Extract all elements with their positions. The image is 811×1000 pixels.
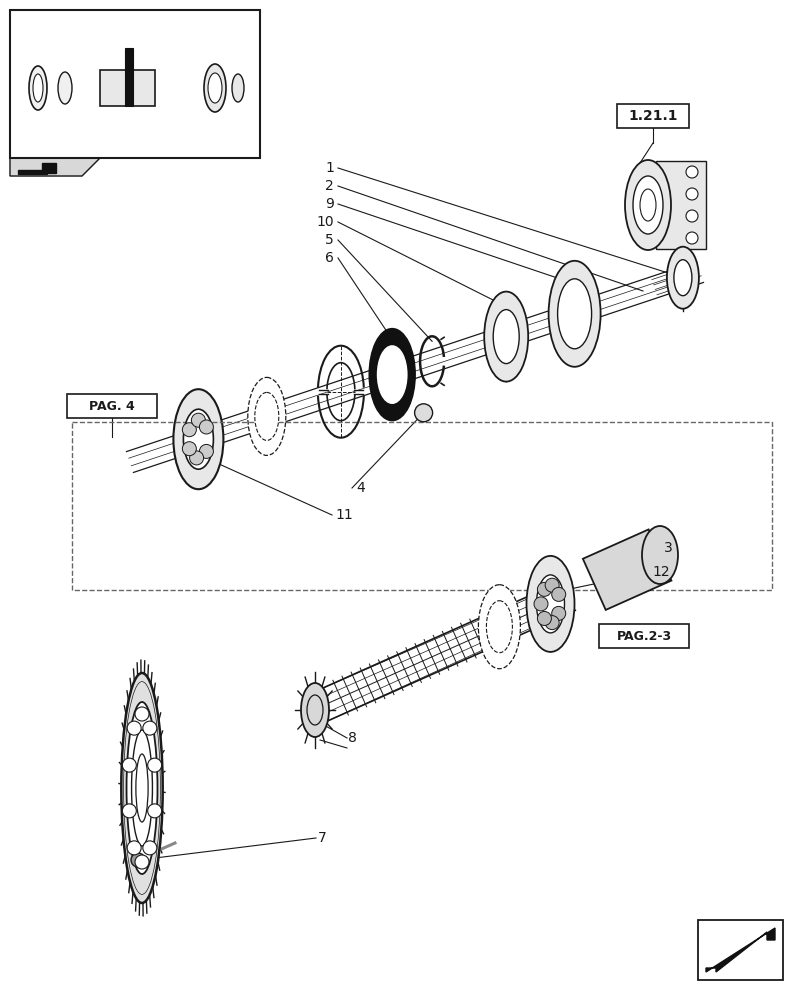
Text: 9: 9 xyxy=(324,197,333,211)
Ellipse shape xyxy=(548,261,600,367)
Circle shape xyxy=(135,707,148,721)
Text: 3: 3 xyxy=(663,541,672,555)
Polygon shape xyxy=(10,158,100,176)
Text: PAG. 4: PAG. 4 xyxy=(89,399,135,412)
Circle shape xyxy=(182,423,196,437)
Circle shape xyxy=(148,804,161,818)
Bar xyxy=(125,48,133,106)
Ellipse shape xyxy=(135,754,148,822)
Ellipse shape xyxy=(247,377,285,455)
Text: 8: 8 xyxy=(348,731,357,745)
Ellipse shape xyxy=(174,389,223,489)
Circle shape xyxy=(537,611,551,625)
Circle shape xyxy=(182,442,196,456)
Ellipse shape xyxy=(642,526,677,584)
Circle shape xyxy=(127,841,141,855)
FancyBboxPatch shape xyxy=(616,104,689,128)
Circle shape xyxy=(685,210,697,222)
Circle shape xyxy=(191,413,205,427)
Ellipse shape xyxy=(536,575,564,633)
FancyBboxPatch shape xyxy=(599,624,689,648)
Text: 7: 7 xyxy=(318,831,326,845)
Circle shape xyxy=(537,582,551,596)
Bar xyxy=(10,10,260,158)
Circle shape xyxy=(122,804,136,818)
Ellipse shape xyxy=(378,347,406,403)
Text: 2: 2 xyxy=(325,179,333,193)
Ellipse shape xyxy=(478,585,520,669)
Text: PAG.2-3: PAG.2-3 xyxy=(616,630,671,643)
Ellipse shape xyxy=(301,683,328,737)
Ellipse shape xyxy=(624,160,670,250)
Circle shape xyxy=(551,606,565,620)
Ellipse shape xyxy=(370,330,414,420)
Bar xyxy=(72,422,771,590)
Ellipse shape xyxy=(127,702,157,874)
Polygon shape xyxy=(705,928,774,972)
Bar xyxy=(655,161,705,249)
Ellipse shape xyxy=(58,72,72,104)
Circle shape xyxy=(143,721,157,735)
Circle shape xyxy=(544,578,559,592)
Text: 12: 12 xyxy=(651,565,669,579)
Ellipse shape xyxy=(33,74,43,102)
Text: 6: 6 xyxy=(324,251,333,265)
Text: 11: 11 xyxy=(335,508,352,522)
Circle shape xyxy=(189,451,204,465)
Ellipse shape xyxy=(492,310,518,364)
Ellipse shape xyxy=(526,556,574,652)
Ellipse shape xyxy=(666,247,698,309)
Circle shape xyxy=(551,587,565,601)
Ellipse shape xyxy=(483,292,527,382)
Circle shape xyxy=(148,758,161,772)
FancyBboxPatch shape xyxy=(67,394,157,418)
Circle shape xyxy=(127,721,141,735)
Circle shape xyxy=(131,853,145,867)
Ellipse shape xyxy=(639,189,655,221)
Ellipse shape xyxy=(255,392,278,440)
Circle shape xyxy=(143,841,157,855)
Ellipse shape xyxy=(204,64,225,112)
Ellipse shape xyxy=(208,73,221,103)
Text: 4: 4 xyxy=(355,481,364,495)
Circle shape xyxy=(122,758,136,772)
Ellipse shape xyxy=(307,695,323,725)
Polygon shape xyxy=(18,163,56,174)
Circle shape xyxy=(200,420,213,434)
Circle shape xyxy=(414,404,432,422)
Text: 1.21.1: 1.21.1 xyxy=(628,109,677,123)
Bar xyxy=(100,70,155,106)
Bar xyxy=(697,920,782,980)
Ellipse shape xyxy=(121,673,162,903)
Ellipse shape xyxy=(633,176,663,234)
Ellipse shape xyxy=(486,601,512,653)
Ellipse shape xyxy=(183,409,213,469)
Circle shape xyxy=(534,597,547,611)
Circle shape xyxy=(685,166,697,178)
Ellipse shape xyxy=(673,260,691,296)
Circle shape xyxy=(200,444,213,458)
Text: 1: 1 xyxy=(324,161,333,175)
Ellipse shape xyxy=(29,66,47,110)
Ellipse shape xyxy=(131,730,152,846)
Text: 10: 10 xyxy=(316,215,333,229)
Circle shape xyxy=(135,855,148,869)
Circle shape xyxy=(685,188,697,200)
Ellipse shape xyxy=(557,279,591,349)
Text: 5: 5 xyxy=(325,233,333,247)
Ellipse shape xyxy=(232,74,243,102)
Circle shape xyxy=(544,616,559,630)
Polygon shape xyxy=(582,529,671,610)
Circle shape xyxy=(685,232,697,244)
